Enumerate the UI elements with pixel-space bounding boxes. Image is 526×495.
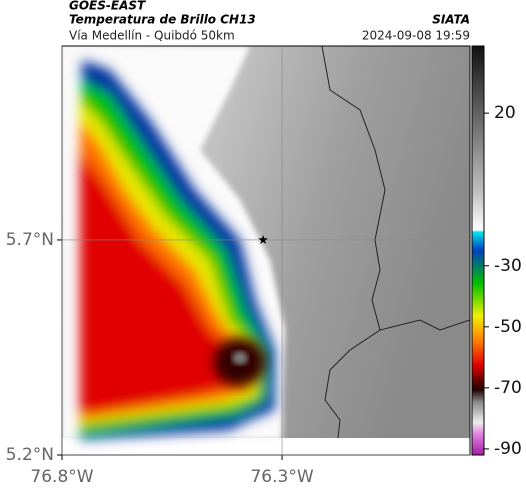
colorbar <box>471 45 485 456</box>
source: SIATA <box>432 13 470 27</box>
x-tick-label: 76.8°W <box>30 467 93 487</box>
location-marker <box>258 235 268 244</box>
colorbar-tick-label: -30 <box>494 256 522 276</box>
satellite: GOES-EAST <box>69 0 146 13</box>
x-tick-label: 76.3°W <box>250 467 313 487</box>
colorbar-tick-label: 20 <box>494 103 516 123</box>
colorbar-tick-label: -90 <box>494 439 522 459</box>
y-tick-label: 5.7°N <box>6 230 54 250</box>
y-tick-label: 5.2°N <box>6 445 54 465</box>
colorbar-tick-label: -70 <box>494 378 522 398</box>
datetime: 2024-09-08 19:59 <box>362 29 470 43</box>
location: Vía Medellín - Quibdó 50km <box>69 29 235 43</box>
imagery <box>62 46 470 455</box>
product: Temperatura de Brillo CH13 <box>69 13 256 27</box>
colorbar-tick-label: -50 <box>494 317 522 337</box>
